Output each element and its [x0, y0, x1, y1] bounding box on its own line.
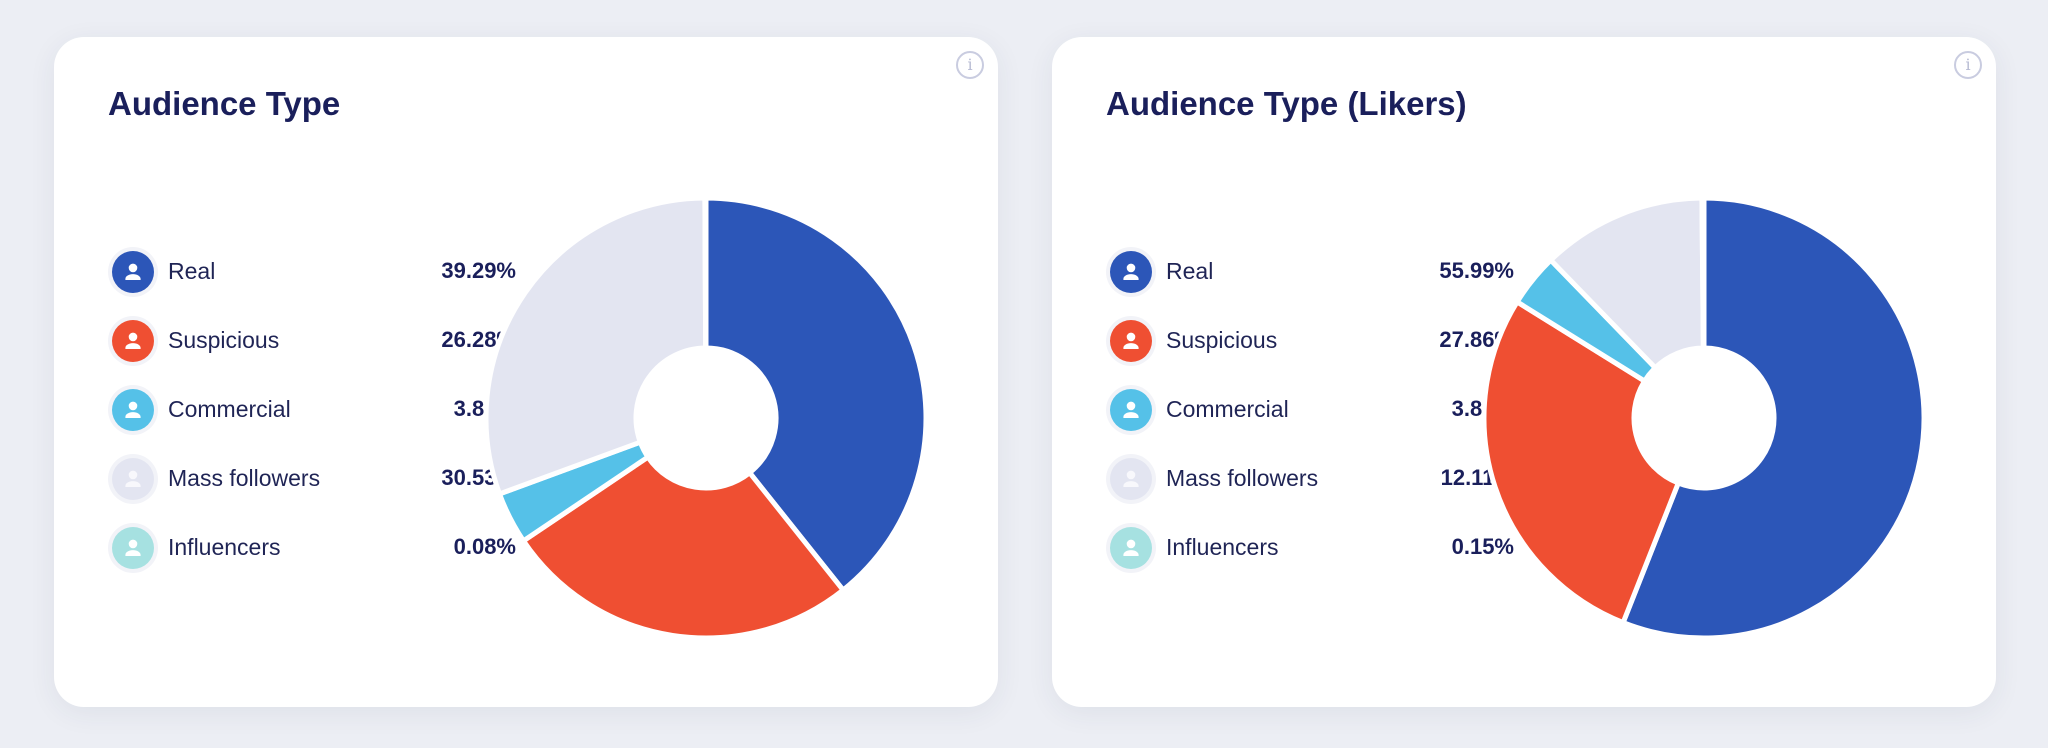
chart-title: Audience Type: [108, 85, 341, 122]
legend-label: Real: [168, 258, 216, 284]
chart-legend: Real 55.99% Suspicious27.86%Commercial3.89…: [1110, 251, 1514, 596]
legend-item-mass-followers: Mass followers 30.53%: [112, 458, 516, 527]
slice-real: [1620, 195, 1927, 641]
slice-real: [703, 195, 929, 593]
legend-label: Influencers: [168, 534, 281, 560]
slice-mass-followers: [1548, 195, 1706, 371]
legend-value: 0.08%: [453, 534, 516, 559]
legend-label: Suspicious: [1166, 327, 1278, 353]
legend-label: Mass followers: [1166, 465, 1319, 491]
legend-label: Commercial: [1166, 396, 1289, 422]
user-icon: [112, 251, 154, 293]
user-icon: [1110, 458, 1152, 500]
user-icon: [1110, 527, 1152, 569]
slice-suspicious: [1481, 299, 1681, 626]
info-icon[interactable]: i: [1954, 51, 1982, 79]
legend-value: 55.99%: [1439, 258, 1514, 283]
legend-item-suspicious: Suspicious 26.28%: [112, 320, 516, 389]
user-icon: [112, 527, 154, 569]
legend-item-influencers: Influencers 0.08%: [112, 527, 516, 596]
user-icon: [112, 389, 154, 431]
legend-item-real: Real 55.99%: [1110, 251, 1514, 320]
slice-mass-followers: [483, 195, 709, 497]
legend-item-influencers: Influencers 0.15%: [1110, 527, 1514, 596]
user-icon: [112, 458, 154, 500]
slice-suspicious: [521, 454, 846, 641]
legend-label: Mass followers: [168, 465, 321, 491]
legend-label: Commercial: [168, 396, 291, 422]
legend-label: Suspicious: [168, 327, 280, 353]
legend-item-real: Real 39.29%: [112, 251, 516, 320]
info-icon[interactable]: i: [956, 51, 984, 79]
user-icon: [1110, 320, 1152, 362]
slice-influencers: [1699, 195, 1707, 351]
donut-chart: [483, 195, 929, 641]
donut-chart: [1481, 195, 1927, 641]
chart-legend: Real 39.29% Suspicious26.28%Commercial3.82…: [112, 251, 516, 596]
audience-type-likers-card: i Audience Type (Likers) Real 55.99% Suspi…: [1052, 37, 1996, 707]
legend-label: Influencers: [1166, 534, 1279, 560]
audience-type-card: i Audience Type Real 39.29% Suspicious 26.2…: [54, 37, 998, 707]
legend-item-mass-followers: Mass followers 12.11%: [1110, 458, 1514, 527]
user-icon: [1110, 389, 1152, 431]
legend-label: Real: [1166, 258, 1214, 284]
slice-influencers: [702, 195, 709, 351]
chart-title: Audience Type (Likers): [1106, 85, 1467, 122]
user-icon: [112, 320, 154, 362]
legend-value: 0.15%: [1451, 534, 1514, 559]
user-icon: [1110, 251, 1152, 293]
legend-item-commercial: Commercial3.89%: [1110, 389, 1514, 458]
legend-value: 39.29%: [441, 258, 516, 283]
legend-item-suspicious: Suspicious 27.86%: [1110, 320, 1514, 389]
legend-item-commercial: Commercial3.82%: [112, 389, 516, 458]
